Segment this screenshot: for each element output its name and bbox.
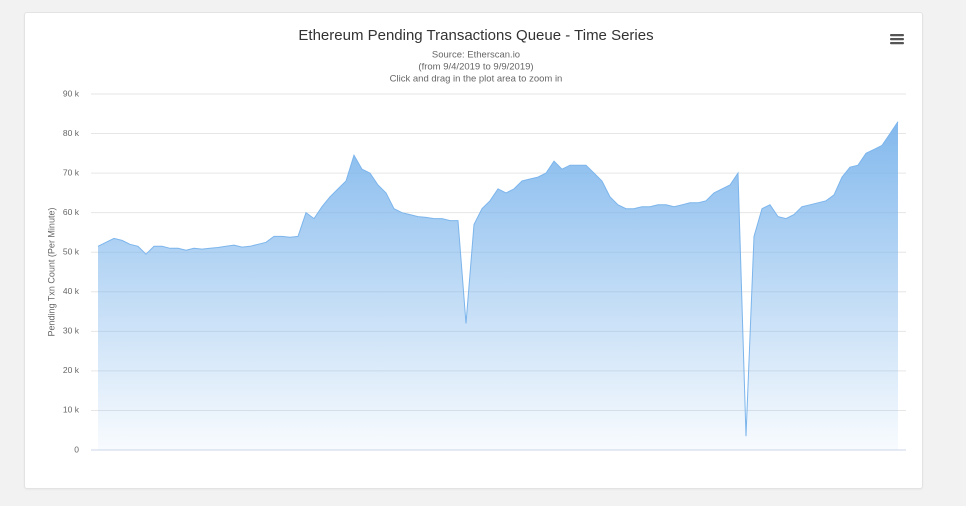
area-line <box>97 121 899 437</box>
y-tick-label: 10 k <box>63 405 80 415</box>
menu-button[interactable] <box>888 32 906 46</box>
area-fill <box>98 121 898 450</box>
y-tick-label: 90 k <box>63 88 80 98</box>
y-tick-label: 70 k <box>63 167 80 177</box>
y-tick-label: 60 k <box>63 207 80 217</box>
y-tick-label: 30 k <box>63 326 80 336</box>
y-tick-label: 40 k <box>63 286 80 296</box>
chart-title: Ethereum Pending Transactions Queue - Ti… <box>298 27 653 44</box>
menu-bar <box>890 42 904 45</box>
y-axis-label: Pending Txn Count (Per Minute) <box>46 208 56 337</box>
y-tick-label: 0 <box>74 444 79 454</box>
menu-bar <box>890 38 904 41</box>
chart-subtitle: (from 9/4/2019 to 9/9/2019) <box>418 62 533 73</box>
y-tick-label: 20 k <box>63 365 80 375</box>
chart-subtitle: Click and drag in the plot area to zoom … <box>390 74 563 85</box>
y-tick-label: 50 k <box>63 246 80 256</box>
menu-bar <box>890 34 904 37</box>
y-tick-label: 80 k <box>63 128 80 138</box>
chart-subtitle: Source: Etherscan.io <box>432 50 520 61</box>
